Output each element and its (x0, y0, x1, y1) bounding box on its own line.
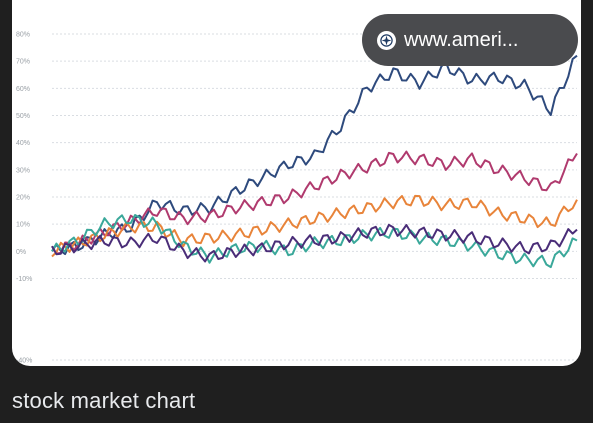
y-tick-label: 20% (16, 195, 30, 202)
y-tick-label: 0% (16, 249, 26, 256)
y-tick-label: 10% (16, 222, 30, 229)
y-tick-label: 30% (16, 167, 30, 174)
y-tick-label: -40% (16, 358, 32, 365)
y-tick-label: 80% (16, 32, 30, 39)
y-tick-label: 70% (16, 59, 30, 66)
compass-icon (377, 30, 396, 50)
y-tick-label: -10% (16, 276, 32, 283)
series-line (51, 223, 578, 263)
series-line (51, 194, 578, 258)
y-tick-label: 40% (16, 140, 30, 147)
source-chip[interactable]: www.ameri... (362, 14, 578, 66)
y-tick-label: 50% (16, 113, 30, 120)
line-chart: 80% 70% 60% 50% 40% 30% 20% 10% 0% -10% -40% (16, 32, 578, 365)
series-line (51, 54, 578, 256)
result-card[interactable]: 80% 70% 60% 50% 40% 30% 20% 10% 0% -10% -40% www.a… (12, 0, 581, 366)
source-label: www.ameri... (404, 28, 519, 51)
result-caption[interactable]: stock market chart (12, 388, 196, 413)
series-line (51, 214, 578, 269)
y-tick-label: 60% (16, 86, 30, 93)
